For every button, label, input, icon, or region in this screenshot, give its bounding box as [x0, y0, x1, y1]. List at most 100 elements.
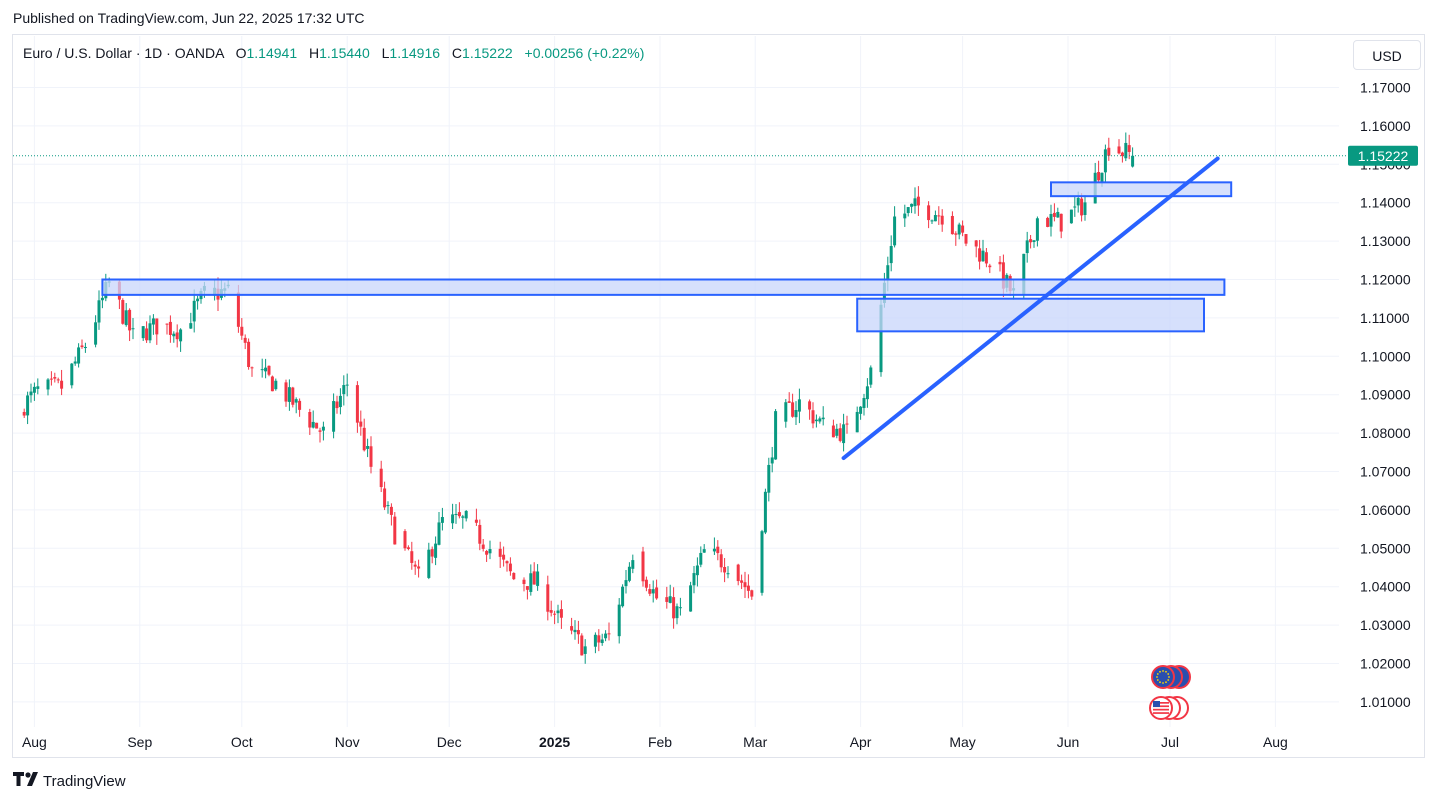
candle-body [702, 549, 706, 553]
candle-body [29, 391, 33, 396]
candle-body [151, 318, 155, 325]
candle-body [998, 261, 1002, 265]
candle-body [342, 385, 346, 395]
y-tick-label: 1.09000 [1360, 387, 1411, 403]
x-tick-label: 2025 [539, 734, 570, 750]
open-label: O [235, 45, 247, 61]
candle-body [175, 332, 179, 340]
candle-body [355, 385, 359, 423]
candle-body [532, 571, 536, 585]
candle-body [1052, 212, 1056, 217]
x-tick-label: Apr [850, 734, 872, 750]
candle-body [1059, 213, 1063, 232]
candle-body [240, 326, 244, 336]
candle-body [417, 566, 421, 569]
candle-body [196, 298, 200, 302]
eu-flag-icon[interactable] [1151, 665, 1191, 689]
support-zone-rect[interactable] [1050, 181, 1233, 198]
candle-body [869, 367, 873, 385]
candle-body [321, 426, 325, 431]
x-tick-label: Nov [335, 734, 360, 750]
candle-body [831, 425, 835, 438]
candle-body [525, 586, 529, 590]
candle-body [672, 597, 676, 619]
x-tick-label: Oct [231, 734, 253, 750]
candle-body [719, 554, 723, 568]
candle-body [818, 418, 822, 422]
us-flag-icon[interactable] [1149, 696, 1189, 720]
candle-body [974, 240, 978, 247]
candle-body [1035, 218, 1039, 241]
candle-body [457, 512, 461, 517]
candle-body [1069, 209, 1073, 224]
candle-body [903, 213, 907, 219]
candle-body [821, 417, 825, 420]
candle-body [97, 300, 101, 323]
x-tick-label: Jul [1161, 734, 1179, 750]
candle-body [797, 399, 801, 412]
brand-label: TradingView [43, 772, 126, 790]
candle-body [189, 323, 193, 329]
candle-body [155, 318, 159, 335]
y-tick-label: 1.06000 [1360, 502, 1411, 518]
candle-body [556, 610, 560, 614]
candle-body [464, 510, 468, 519]
last-price-label: 1.15222 [1358, 148, 1409, 164]
candle-body [32, 386, 36, 393]
candle-body [335, 401, 339, 409]
candle-body [627, 566, 631, 581]
candle-body [950, 215, 954, 235]
support-zone-rect[interactable] [856, 297, 1205, 333]
currency-button[interactable]: USD [1353, 40, 1421, 70]
candle-body [298, 400, 302, 410]
candle-body [940, 215, 944, 225]
candle-body [73, 361, 77, 364]
symbol-title[interactable]: Euro / U.S. Dollar · 1D · OANDA [23, 45, 224, 61]
candle-body [559, 609, 563, 618]
candle-body [699, 552, 703, 565]
candle-body [287, 387, 291, 402]
y-tick-label: 1.10000 [1360, 348, 1411, 364]
candle-body [508, 563, 512, 572]
candle-body [546, 584, 550, 612]
candle-body [274, 380, 278, 390]
high-label: H [309, 45, 320, 61]
candle-body [607, 633, 611, 635]
candle-body [1056, 211, 1060, 218]
footer-brand[interactable]: TradingView [13, 772, 126, 790]
candle-body [529, 573, 533, 592]
candle-body [437, 522, 441, 545]
candle-body [311, 421, 315, 428]
candle-body [678, 607, 682, 609]
candle-body [60, 380, 64, 389]
candle-body [811, 410, 815, 424]
candle-body [583, 646, 587, 654]
candle-body [580, 635, 584, 656]
candle-body [145, 328, 149, 341]
candle-body [485, 550, 489, 555]
x-tick-label: Aug [22, 734, 47, 750]
candle-body [383, 488, 387, 508]
y-tick-label: 1.14000 [1360, 195, 1411, 211]
candle-body [1029, 239, 1033, 243]
candle-body [1001, 262, 1005, 289]
candle-body [743, 582, 747, 588]
y-tick-label: 1.11000 [1360, 310, 1410, 326]
candle-body [291, 387, 295, 405]
candle-body [53, 377, 57, 379]
candle-body [655, 587, 659, 599]
candle-body [835, 428, 839, 436]
x-tick-label: Feb [648, 734, 672, 750]
candle-body [36, 386, 40, 389]
candle-body [46, 379, 50, 390]
candle-body [668, 596, 672, 603]
support-zone-rect[interactable] [101, 278, 1226, 296]
candle-body [389, 506, 393, 515]
candle-body [644, 579, 648, 588]
trendline[interactable] [841, 156, 1220, 461]
candle-body [26, 395, 30, 416]
candle-body [845, 423, 849, 425]
candle-body [124, 310, 128, 326]
candle-body [172, 333, 176, 337]
